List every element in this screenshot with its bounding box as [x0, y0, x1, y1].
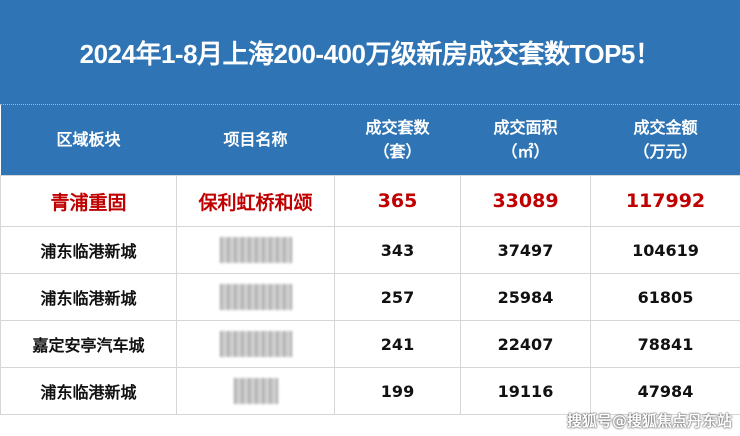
- header-project: 项目名称: [176, 105, 335, 176]
- obscured-project-name: [219, 331, 292, 357]
- table-row: 浦东临港新城 199 19116 47984: [0, 367, 740, 415]
- cell-sqm: 37497: [460, 226, 591, 274]
- header-area: 区域板块: [0, 105, 177, 176]
- ranking-table: 区域板块 项目名称 成交套数 （套） 成交面积 （㎡） 成交金额 （万元） 青浦重固 …: [0, 105, 740, 415]
- cell-amount: 104619: [590, 226, 740, 274]
- cell-project: [176, 273, 335, 321]
- cell-amount: 78841: [590, 320, 740, 368]
- cell-area: 浦东临港新城: [0, 273, 177, 321]
- cell-units: 199: [334, 367, 461, 415]
- obscured-project-name: [233, 378, 278, 404]
- cell-sqm: 22407: [460, 320, 591, 368]
- watermark: 搜狐号@搜狐焦点丹东站: [566, 412, 732, 430]
- cell-area: 青浦重固: [0, 175, 177, 227]
- obscured-project-name: [219, 237, 292, 263]
- cell-project: [176, 226, 335, 274]
- cell-sqm: 19116: [460, 367, 591, 415]
- table-row: 青浦重固 保利虹桥和颂 365 33089 117992: [0, 175, 740, 227]
- cell-units: 343: [334, 226, 461, 274]
- table-row: 浦东临港新城 343 37497 104619: [0, 226, 740, 274]
- cell-project: [176, 320, 335, 368]
- table-row: 嘉定安亭汽车城 241 22407 78841: [0, 320, 740, 368]
- obscured-project-name: [219, 284, 292, 310]
- cell-amount: 117992: [590, 175, 740, 227]
- cell-units: 257: [334, 273, 461, 321]
- cell-area: 浦东临港新城: [0, 226, 177, 274]
- table-row: 浦东临港新城 257 25984 61805: [0, 273, 740, 321]
- header-amount: 成交金额 （万元）: [590, 105, 740, 176]
- cell-area: 浦东临港新城: [0, 367, 177, 415]
- cell-project: 保利虹桥和颂: [176, 175, 335, 227]
- cell-area: 嘉定安亭汽车城: [0, 320, 177, 368]
- page-title: 2024年1-8月上海200-400万级新房成交套数TOP5！: [0, 0, 740, 105]
- cell-units: 241: [334, 320, 461, 368]
- cell-project: [176, 367, 335, 415]
- header-units: 成交套数 （套）: [334, 105, 461, 176]
- cell-sqm: 25984: [460, 273, 591, 321]
- table-header-row: 区域板块 项目名称 成交套数 （套） 成交面积 （㎡） 成交金额 （万元）: [0, 105, 740, 176]
- cell-sqm: 33089: [460, 175, 591, 227]
- cell-amount: 61805: [590, 273, 740, 321]
- cell-units: 365: [334, 175, 461, 227]
- header-area-sqm: 成交面积 （㎡）: [460, 105, 591, 176]
- cell-amount: 47984: [590, 367, 740, 415]
